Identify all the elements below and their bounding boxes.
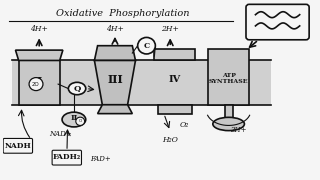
Text: O₂: O₂ bbox=[180, 122, 189, 129]
Polygon shape bbox=[94, 46, 135, 60]
Text: Oxidative  Phosphorylation: Oxidative Phosphorylation bbox=[56, 9, 189, 18]
Ellipse shape bbox=[213, 117, 244, 131]
Polygon shape bbox=[157, 105, 192, 114]
Text: II: II bbox=[70, 114, 77, 122]
Circle shape bbox=[29, 78, 43, 91]
FancyBboxPatch shape bbox=[3, 138, 33, 153]
Polygon shape bbox=[19, 60, 60, 105]
Polygon shape bbox=[155, 49, 196, 60]
Text: FADH₂: FADH₂ bbox=[53, 153, 81, 161]
Circle shape bbox=[76, 117, 84, 125]
Text: NADH: NADH bbox=[5, 141, 31, 150]
Text: C: C bbox=[143, 42, 149, 50]
Text: 2H+: 2H+ bbox=[230, 126, 246, 134]
Polygon shape bbox=[15, 50, 63, 60]
Text: IV: IV bbox=[169, 75, 181, 84]
Text: 4H+: 4H+ bbox=[106, 24, 124, 33]
Text: 4H+: 4H+ bbox=[30, 25, 48, 33]
Ellipse shape bbox=[68, 82, 86, 95]
Text: FAD+: FAD+ bbox=[90, 155, 110, 163]
Polygon shape bbox=[94, 60, 135, 105]
Text: I: I bbox=[36, 76, 42, 87]
Text: 2H+: 2H+ bbox=[161, 25, 179, 33]
Polygon shape bbox=[225, 105, 233, 120]
Text: NAD+: NAD+ bbox=[49, 130, 71, 138]
Text: Q: Q bbox=[73, 85, 81, 93]
Polygon shape bbox=[208, 49, 249, 105]
Text: 2O: 2O bbox=[32, 82, 40, 87]
Text: ATP
SYNTHASE: ATP SYNTHASE bbox=[209, 73, 248, 84]
Ellipse shape bbox=[62, 112, 86, 127]
FancyBboxPatch shape bbox=[246, 4, 309, 40]
Polygon shape bbox=[12, 60, 271, 105]
Text: H₂O: H₂O bbox=[162, 136, 178, 144]
Polygon shape bbox=[98, 105, 132, 114]
Text: III: III bbox=[107, 74, 123, 85]
FancyBboxPatch shape bbox=[52, 150, 82, 165]
Text: O: O bbox=[79, 119, 82, 123]
Circle shape bbox=[138, 37, 156, 54]
